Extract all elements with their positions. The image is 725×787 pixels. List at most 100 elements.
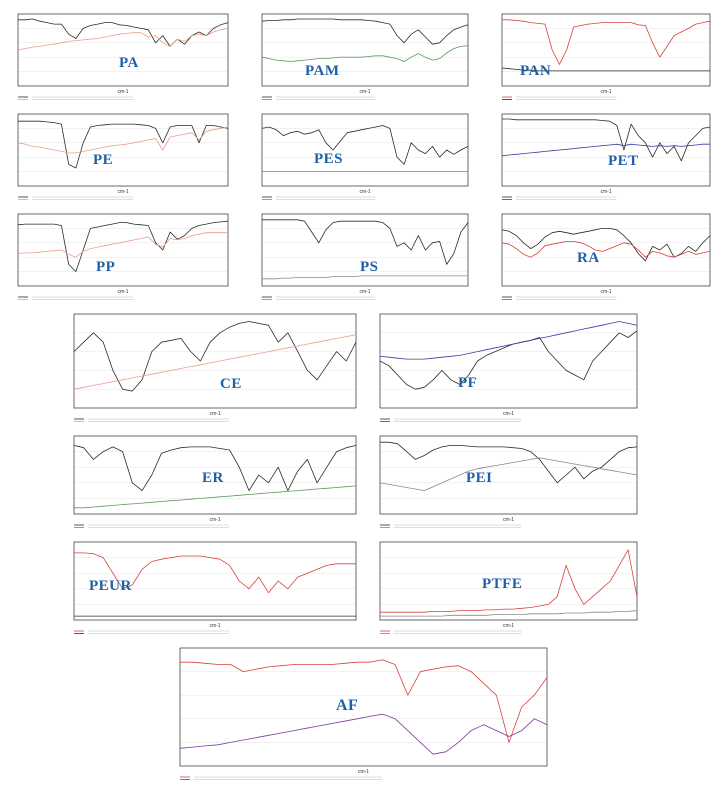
x-axis-label: cm-1 [359,189,370,195]
panel-label: PET [608,153,639,169]
plot-frame [501,213,711,287]
plot-frame [261,13,469,87]
panel-label: PEI [466,470,493,486]
x-axis-label: cm-1 [209,623,220,629]
spectrum-panel-ra: cm-1 RA [490,208,716,302]
x-axis-label: cm-1 [600,89,611,95]
panel-label: PE [93,152,114,168]
spectrum-panel-ptfe: cm-1 PTFE [368,536,643,636]
spectrum-chart: cm-1 [179,647,548,780]
spectrum-panel-pe: cm-1 PE [6,108,234,202]
spectrum-chart: cm-1 [73,313,357,422]
spectrum-chart: cm-1 [261,213,469,300]
plot-frame [17,213,229,287]
panel-label: AF [336,697,359,714]
panel-label: PA [119,55,139,71]
plot-frame [73,435,357,515]
spectrum-line [262,275,468,280]
spectrum-line [180,659,548,743]
spectrum-line [17,28,229,51]
spectrum-panel-pp: cm-1 PP [6,208,234,302]
plot-frame [501,113,711,187]
spectrum-line [17,126,229,154]
spectrum-line [261,18,469,45]
x-axis-label: cm-1 [209,411,220,417]
x-axis-label: cm-1 [503,623,514,629]
panel-label: PAN [520,63,552,79]
spectrum-line [18,18,229,47]
spectrum-line [501,241,711,258]
panel-label: PF [458,375,478,391]
panel-label: PAM [305,63,340,79]
spectrum-chart: cm-1 [17,213,229,300]
spectrum-chart: cm-1 [17,113,229,200]
spectrum-chart: cm-1 [379,313,638,422]
x-axis-label: cm-1 [209,517,220,523]
spectrum-chart: cm-1 [501,13,711,100]
panel-label: CE [220,376,242,392]
spectrum-line [379,321,638,360]
spectrum-panel-af: cm-1 AF [168,642,553,782]
spectrum-panel-pan: cm-1 PAN [490,8,716,102]
spectrum-chart: cm-1 [261,13,469,100]
spectrum-panel-peur: cm-1 PEUR [62,536,362,636]
spectrum-chart: cm-1 [501,113,711,200]
spectrum-panel-pa: cm-1 PA [6,8,234,102]
spectrum-line [74,552,356,594]
spectrum-chart: cm-1 [73,435,357,528]
spectrum-panel-pei: cm-1 PEI [368,430,643,530]
spectrum-chart: cm-1 [17,13,229,100]
plot-frame [261,113,469,187]
x-axis-label: cm-1 [117,189,128,195]
plot-frame [379,541,638,621]
spectrum-panel-pet: cm-1 PET [490,108,716,202]
spectrum-panel-ce: cm-1 CE [62,308,362,424]
panel-label: PES [314,151,344,167]
spectrum-panel-er: cm-1 ER [62,430,362,530]
spectrum-line [380,441,638,484]
spectrum-line [73,334,357,390]
x-axis-label: cm-1 [117,89,128,95]
spectrum-line [379,457,638,491]
spectrum-chart: cm-1 [261,113,469,200]
spectrum-line [502,118,711,162]
spectrum-line [17,232,228,258]
x-axis-label: cm-1 [359,89,370,95]
panel-label: RA [577,250,600,266]
x-axis-label: cm-1 [503,517,514,523]
spectrum-chart: cm-1 [501,213,711,300]
panel-label: PP [96,259,116,275]
plot-frame [73,313,357,409]
spectrum-line [74,485,357,509]
spectrum-chart: cm-1 [379,541,638,634]
spectrum-line [380,549,638,613]
x-axis-label: cm-1 [359,289,370,295]
panel-label: PTFE [482,576,523,592]
x-axis-label: cm-1 [503,411,514,417]
spectrum-panel-pf: cm-1 PF [368,308,643,424]
spectrum-line [380,610,638,617]
spectrum-line [73,321,357,392]
spectrum-line [179,713,548,755]
spectrum-line [502,19,711,65]
spectrum-line [379,330,638,390]
spectrum-chart: cm-1 [379,435,638,528]
spectrum-line [501,143,710,157]
spectrum-chart: cm-1 [73,541,357,634]
panel-label: PEUR [89,578,132,594]
spectrum-line [18,120,229,169]
plot-frame [17,113,229,187]
spectrum-line [17,220,229,272]
x-axis-label: cm-1 [358,769,369,775]
x-axis-label: cm-1 [117,289,128,295]
plot-frame [179,647,548,767]
x-axis-label: cm-1 [600,289,611,295]
panel-label: PS [360,259,379,275]
plot-frame [379,313,638,409]
plot-frame [73,541,357,621]
spectrum-line [261,45,469,62]
spectrum-panel-pes: cm-1 PES [250,108,474,202]
plot-frame [501,13,711,87]
spectrum-line [261,125,469,165]
spectrum-panel-ps: cm-1 PS [250,208,474,302]
